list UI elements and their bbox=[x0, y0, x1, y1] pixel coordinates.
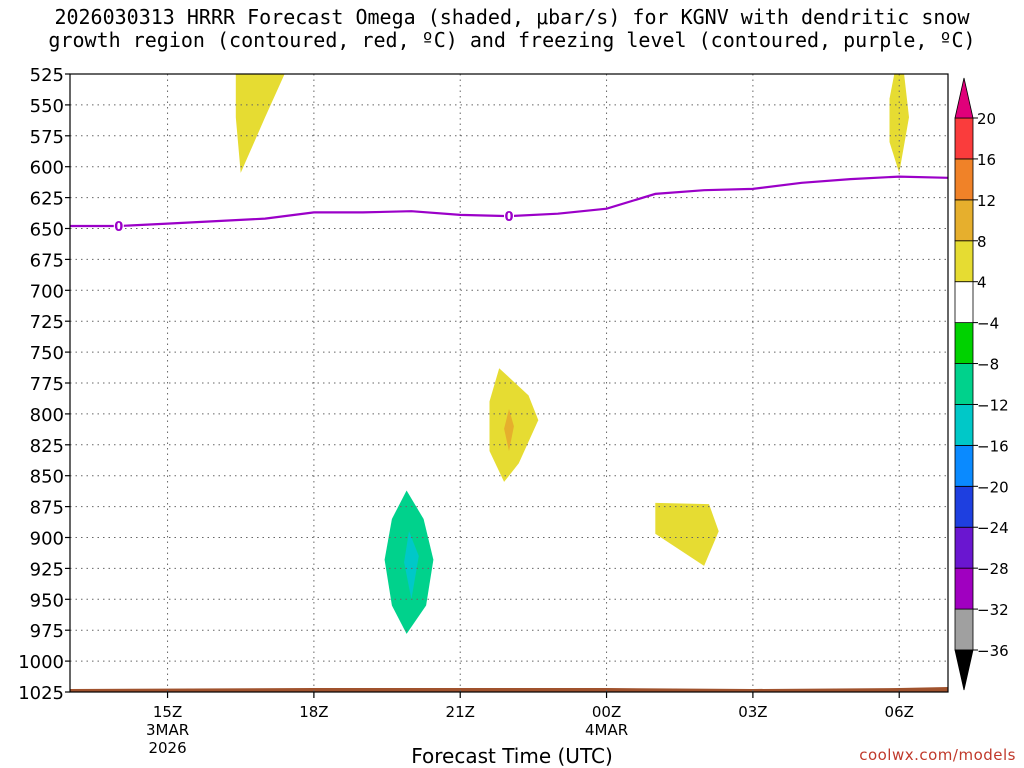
y-tick-label-875: 875 bbox=[30, 498, 64, 519]
colorbar-box-3 bbox=[954, 485, 974, 528]
omega-region-1 bbox=[889, 74, 909, 173]
omega-region-3 bbox=[504, 409, 514, 451]
y-tick-label-650: 650 bbox=[30, 220, 64, 241]
y-tick-label-625: 625 bbox=[30, 189, 64, 210]
colorbar-label-11: 12 bbox=[977, 192, 996, 210]
colorbar-box-12 bbox=[954, 117, 974, 160]
x-tick-year-15Z: 2026 bbox=[148, 739, 186, 757]
colorbar-box-8 bbox=[954, 281, 974, 324]
y-tick-label-825: 825 bbox=[30, 436, 64, 457]
colorbar-box-0 bbox=[954, 608, 974, 651]
freezing-level-label-0: 0 bbox=[114, 220, 123, 235]
y-tick-label-725: 725 bbox=[30, 312, 64, 333]
colorbar-label-10: 8 bbox=[977, 233, 987, 251]
site-credit[interactable]: coolwx.com/models bbox=[859, 746, 1016, 764]
omega-region-8 bbox=[404, 531, 419, 600]
y-tick-label-700: 700 bbox=[30, 281, 64, 302]
y-tick-label-775: 775 bbox=[30, 374, 64, 395]
colorbar-box-1 bbox=[954, 567, 974, 610]
x-axis-label: Forecast Time (UTC) bbox=[411, 744, 613, 768]
x-tick-date-15Z: 3MAR bbox=[146, 721, 189, 739]
colorbar-box-6 bbox=[954, 363, 974, 405]
x-tick-label-21Z: 21Z bbox=[446, 703, 475, 721]
omega-region-0 bbox=[235, 74, 285, 173]
colorbar-label-12: 16 bbox=[977, 151, 996, 169]
omega-region-9 bbox=[474, 531, 607, 649]
colorbar-box-9 bbox=[954, 240, 974, 283]
colorbar-box-4 bbox=[954, 444, 974, 487]
colorbar-over-triangle bbox=[954, 77, 974, 119]
x-tick-date-00Z: 4MAR bbox=[585, 721, 628, 739]
colorbar-box-10 bbox=[954, 199, 974, 242]
freezing-label-bg-0 bbox=[113, 219, 124, 234]
colorbar-label-5: −16 bbox=[977, 437, 1009, 455]
freezing-label-bg-1 bbox=[504, 209, 514, 224]
colorbar-label-9: 4 bbox=[977, 274, 987, 292]
colorbar-box-2 bbox=[954, 526, 974, 569]
terrain-surface bbox=[70, 687, 948, 692]
x-tick-label-00Z: 00Z bbox=[592, 703, 621, 721]
y-tick-label-950: 950 bbox=[30, 590, 64, 611]
colorbar-box-7 bbox=[954, 322, 974, 364]
y-tick-label-575: 575 bbox=[30, 127, 64, 148]
x-tick-label-06Z: 06Z bbox=[885, 703, 914, 721]
colorbar-label-7: −8 bbox=[977, 356, 999, 374]
colorbar-label-3: −24 bbox=[977, 519, 1009, 537]
y-tick-label-675: 675 bbox=[30, 250, 64, 271]
chart-title: 2026030313 HRRR Forecast Omega (shaded, … bbox=[0, 6, 1024, 52]
y-tick-label-550: 550 bbox=[30, 96, 64, 117]
omega-shaded-regions bbox=[235, 74, 909, 659]
colorbar: −36 −32 −28 −24 −20 −16 −12 −8 −4 4 8 12 16 20 bbox=[954, 77, 1009, 691]
colorbar-label-8: −4 bbox=[977, 315, 999, 333]
y-tick-label-850: 850 bbox=[30, 467, 64, 488]
y-tick-label-1025: 1025 bbox=[18, 683, 64, 704]
y-tick-label-925: 925 bbox=[30, 559, 64, 580]
y-tick-label-1000: 1000 bbox=[18, 652, 64, 673]
omega-region-4 bbox=[655, 502, 719, 566]
colorbar-under-triangle bbox=[954, 649, 974, 691]
title-line-2: growth region (contoured, red, ºC) and f… bbox=[48, 28, 976, 52]
y-tick-label-900: 900 bbox=[30, 529, 64, 550]
x-tick-label-15Z: 15Z bbox=[153, 703, 182, 721]
y-tick-label-750: 750 bbox=[30, 343, 64, 364]
colorbar-label-4: −20 bbox=[977, 478, 1009, 496]
x-tick-label-03Z: 03Z bbox=[738, 703, 767, 721]
y-tick-label-600: 600 bbox=[30, 158, 64, 179]
terrain-fill bbox=[70, 687, 948, 692]
x-tick-label-18Z: 18Z bbox=[299, 703, 328, 721]
colorbar-box-5 bbox=[954, 404, 974, 446]
colorbar-label-2: −28 bbox=[977, 560, 1009, 578]
freezing-level-contour: 00 bbox=[69, 175, 949, 235]
colorbar-label-13: 20 bbox=[977, 110, 996, 128]
colorbar-label-6: −12 bbox=[977, 396, 1009, 414]
y-tick-label-975: 975 bbox=[30, 621, 64, 642]
colorbar-box-11 bbox=[954, 158, 974, 201]
omega-region-2 bbox=[489, 368, 539, 482]
colorbar-label-0: −36 bbox=[977, 642, 1009, 660]
title-line-1: 2026030313 HRRR Forecast Omega (shaded, … bbox=[54, 5, 970, 29]
y-tick-label-800: 800 bbox=[30, 405, 64, 426]
freezing-level-label-1: 0 bbox=[504, 210, 513, 225]
colorbar-label-1: −32 bbox=[977, 601, 1009, 619]
y-tick-label-525: 525 bbox=[30, 65, 64, 86]
y-axis: 525 550 575 600 625 650 675 700 725 750 775 800 825 8… bbox=[18, 65, 70, 704]
omega-region-5 bbox=[745, 352, 761, 390]
grid-lines bbox=[70, 74, 948, 692]
